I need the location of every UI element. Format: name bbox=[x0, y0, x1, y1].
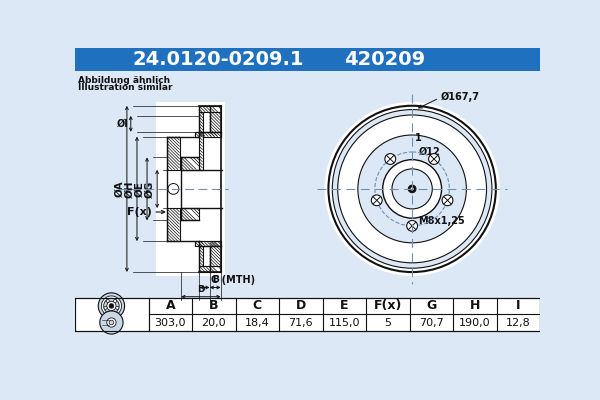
Text: B: B bbox=[209, 300, 218, 312]
Text: 303,0: 303,0 bbox=[155, 318, 186, 328]
Text: 18,4: 18,4 bbox=[245, 318, 270, 328]
Text: 115,0: 115,0 bbox=[329, 318, 360, 328]
Text: Ø167,7: Ø167,7 bbox=[441, 92, 480, 102]
Circle shape bbox=[107, 301, 116, 310]
Text: 190,0: 190,0 bbox=[459, 318, 491, 328]
Circle shape bbox=[104, 306, 107, 309]
Text: 24.0120-0209.1: 24.0120-0209.1 bbox=[133, 50, 304, 69]
Circle shape bbox=[101, 296, 122, 316]
Text: D: D bbox=[197, 285, 205, 294]
Circle shape bbox=[104, 298, 119, 314]
Circle shape bbox=[371, 195, 382, 206]
Circle shape bbox=[408, 185, 416, 193]
Circle shape bbox=[113, 300, 116, 302]
Text: Illustration similar: Illustration similar bbox=[78, 84, 173, 92]
Bar bbox=[199, 132, 203, 170]
Text: ØI: ØI bbox=[116, 119, 128, 129]
Text: I: I bbox=[516, 300, 521, 312]
Bar bbox=[209, 112, 221, 136]
Circle shape bbox=[383, 160, 442, 218]
Circle shape bbox=[109, 320, 114, 325]
Circle shape bbox=[98, 293, 125, 319]
Bar bbox=[195, 132, 221, 136]
Text: F(x): F(x) bbox=[374, 300, 402, 312]
Circle shape bbox=[407, 220, 418, 231]
Text: H: H bbox=[470, 300, 480, 312]
Text: 420209: 420209 bbox=[344, 50, 425, 69]
Text: A: A bbox=[166, 300, 175, 312]
Text: ØG: ØG bbox=[145, 180, 155, 198]
Bar bbox=[209, 241, 221, 266]
Bar bbox=[167, 136, 179, 170]
Text: F(x): F(x) bbox=[127, 207, 152, 217]
Text: C: C bbox=[253, 300, 262, 312]
Text: C (MTH): C (MTH) bbox=[211, 275, 255, 285]
Bar bbox=[75, 298, 540, 331]
Bar bbox=[75, 48, 540, 71]
Circle shape bbox=[385, 154, 395, 164]
Text: ØA: ØA bbox=[115, 180, 125, 197]
Bar bbox=[199, 112, 203, 136]
Text: ØE: ØE bbox=[135, 181, 145, 197]
Bar bbox=[181, 208, 199, 220]
Text: 12,8: 12,8 bbox=[506, 318, 530, 328]
Circle shape bbox=[328, 106, 496, 272]
Circle shape bbox=[338, 115, 487, 263]
Bar bbox=[199, 106, 221, 112]
Circle shape bbox=[100, 311, 123, 334]
Text: B: B bbox=[212, 275, 218, 284]
Bar bbox=[199, 136, 209, 241]
Text: 71,6: 71,6 bbox=[289, 318, 313, 328]
Text: E: E bbox=[340, 300, 349, 312]
Text: 20,0: 20,0 bbox=[202, 318, 226, 328]
Text: 1: 1 bbox=[415, 133, 421, 143]
Circle shape bbox=[168, 184, 179, 194]
Bar bbox=[199, 241, 203, 266]
Bar bbox=[155, 102, 224, 276]
Circle shape bbox=[325, 102, 500, 276]
Circle shape bbox=[107, 318, 116, 327]
Circle shape bbox=[358, 135, 466, 243]
Text: 70,7: 70,7 bbox=[419, 318, 443, 328]
Text: M8x1,25: M8x1,25 bbox=[418, 216, 465, 226]
Circle shape bbox=[410, 187, 413, 190]
Bar bbox=[199, 266, 221, 272]
Circle shape bbox=[106, 300, 109, 302]
Text: D: D bbox=[296, 300, 306, 312]
Circle shape bbox=[442, 195, 453, 206]
Text: 5: 5 bbox=[384, 318, 391, 328]
Bar bbox=[195, 241, 221, 246]
Bar bbox=[181, 157, 199, 170]
Circle shape bbox=[332, 110, 492, 268]
Circle shape bbox=[116, 306, 119, 309]
Text: ØH: ØH bbox=[125, 180, 134, 198]
Bar bbox=[167, 208, 179, 241]
Circle shape bbox=[428, 154, 439, 164]
Circle shape bbox=[109, 304, 114, 308]
Text: G: G bbox=[426, 300, 436, 312]
Text: Ø12: Ø12 bbox=[419, 147, 441, 157]
Circle shape bbox=[110, 310, 113, 314]
Text: Abbildung ähnlich: Abbildung ähnlich bbox=[78, 76, 170, 85]
Circle shape bbox=[392, 169, 432, 209]
